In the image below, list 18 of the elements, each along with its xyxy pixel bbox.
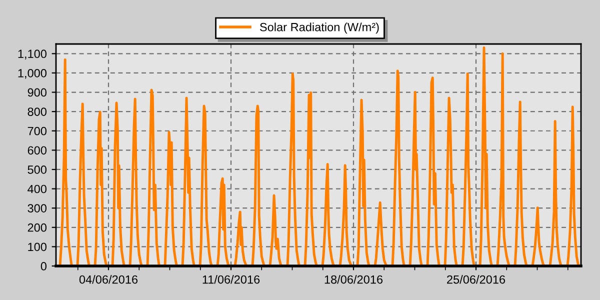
x-tick-label: 25/06/2016 — [447, 275, 506, 284]
legend-label: Solar Radiation (W/m²) — [260, 22, 379, 34]
y-tick-label: 1,100 — [18, 50, 47, 60]
y-tick-label: 0 — [40, 262, 47, 270]
y-tick-label: 300 — [28, 204, 47, 212]
x-tick-label: 04/06/2016 — [79, 275, 138, 284]
line-series — [58, 46, 580, 266]
y-tick-label: 800 — [28, 108, 47, 116]
y-tick-label: 100 — [28, 242, 47, 252]
y-tick-label: 1,000 — [18, 68, 47, 79]
y-tick-label: 500 — [28, 166, 47, 174]
y-tick-label: 200 — [28, 223, 47, 232]
x-tick-label: 11/06/2016 — [202, 275, 260, 284]
y-tick-label: 400 — [28, 184, 47, 194]
y-tick-label: 600 — [28, 146, 47, 155]
x-tick-label: 18/06/2016 — [324, 275, 383, 284]
y-tick-label: 700 — [28, 126, 47, 136]
y-tick-label: 900 — [28, 88, 47, 97]
